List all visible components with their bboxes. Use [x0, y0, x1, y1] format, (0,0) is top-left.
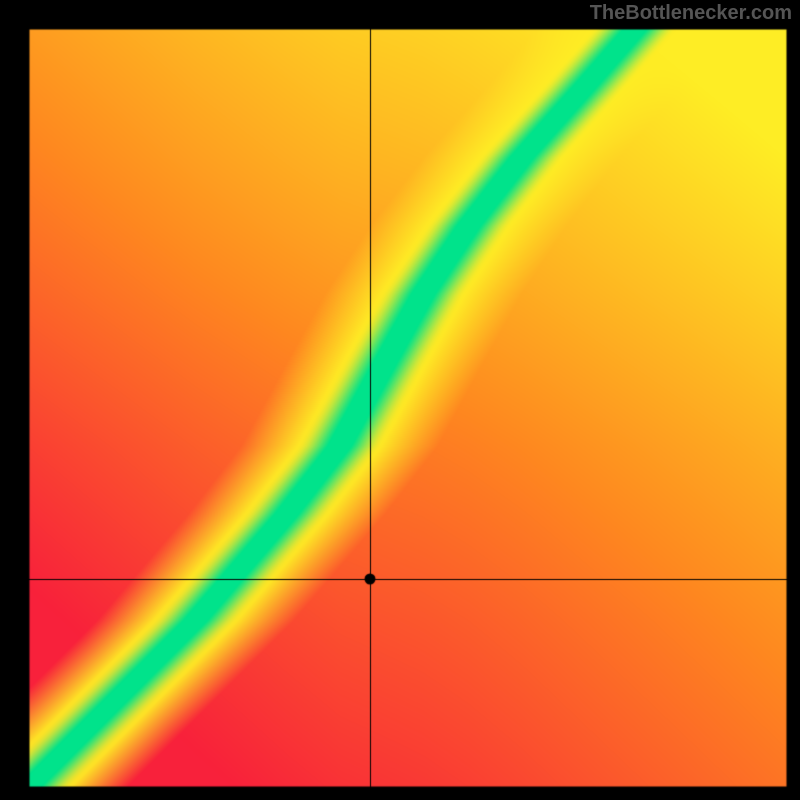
bottleneck-heatmap-chart [0, 0, 800, 800]
bottleneck-chart-container: TheBottlenecker.com [0, 0, 800, 800]
